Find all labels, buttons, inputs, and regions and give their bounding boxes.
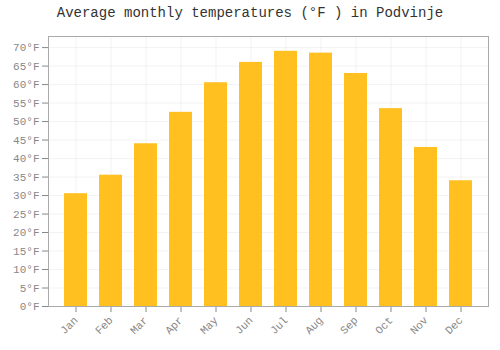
svg-text:60°F: 60°F <box>13 79 39 91</box>
svg-text:40°F: 40°F <box>13 153 39 165</box>
svg-text:5°F: 5°F <box>20 283 40 295</box>
svg-text:Jul: Jul <box>268 314 290 336</box>
svg-text:15°F: 15°F <box>13 246 39 258</box>
svg-text:30°F: 30°F <box>13 190 39 202</box>
svg-text:50°F: 50°F <box>13 116 39 128</box>
svg-text:May: May <box>198 314 221 337</box>
svg-text:Apr: Apr <box>163 314 185 336</box>
svg-text:10°F: 10°F <box>13 264 39 276</box>
svg-text:25°F: 25°F <box>13 209 39 221</box>
svg-text:Jan: Jan <box>58 314 80 336</box>
svg-text:Jun: Jun <box>233 314 255 336</box>
svg-text:20°F: 20°F <box>13 227 39 239</box>
svg-text:45°F: 45°F <box>13 135 39 147</box>
html-text:Average monthly temperatures (: Average monthly temperatures (°F ) in Po… <box>56 5 444 21</box>
svg-text:55°F: 55°F <box>13 98 39 110</box>
svg-text:Dec: Dec <box>443 314 465 336</box>
svg-text:Feb: Feb <box>93 314 115 336</box>
svg-text:Nov: Nov <box>408 314 431 337</box>
svg-text:35°F: 35°F <box>13 172 39 184</box>
svg-text:0°F: 0°F <box>20 301 40 313</box>
svg-text:Mar: Mar <box>128 314 150 336</box>
svg-text:Aug: Aug <box>303 314 325 336</box>
svg-text:65°F: 65°F <box>13 61 39 73</box>
svg-text:Sep: Sep <box>338 314 360 336</box>
svg-text:70°F: 70°F <box>13 42 39 54</box>
svg-text:Oct: Oct <box>373 314 395 336</box>
